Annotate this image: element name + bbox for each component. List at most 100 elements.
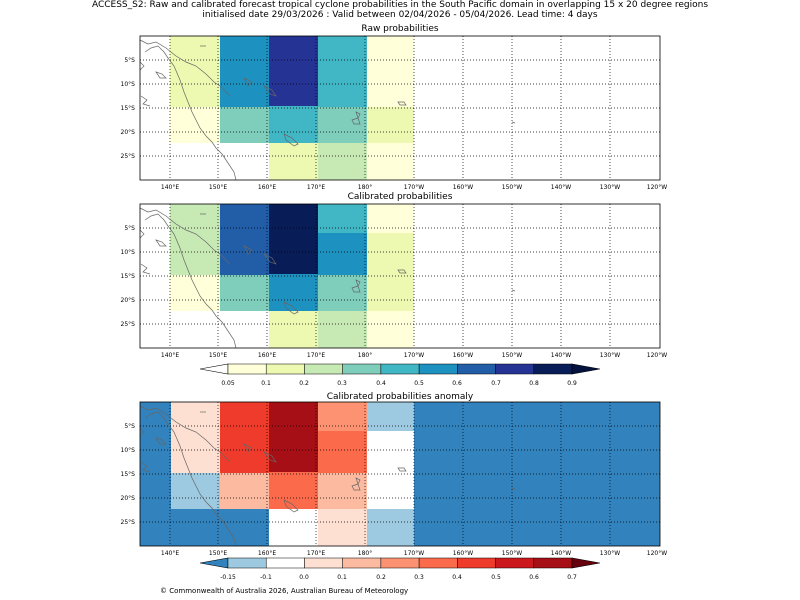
anomaly-panel-title: Calibrated probabilities anomaly (326, 392, 474, 402)
x-tick-label: 170°W (404, 550, 424, 557)
y-tick-label: 15°S (121, 273, 136, 280)
anomaly-cell (171, 402, 220, 473)
main-title: ACCESS_S2: Raw and calibrated forecast t… (91, 0, 709, 10)
raw-y-axis: 5°S 10°S 15°S 20°S 25°S (121, 57, 136, 160)
raw-cell (367, 107, 414, 143)
x-tick-label: 130°W (600, 550, 620, 557)
x-tick-label: 150°W (502, 184, 522, 191)
anomaly-cell (171, 473, 220, 509)
anomaly-cell (367, 509, 414, 546)
calibrated-panel-title: Calibrated probabilities (347, 192, 453, 202)
colorbar-swatch (457, 363, 496, 375)
anomaly-map: 140°E 150°E 160°E 170°E 180° 170°W 160°W… (121, 401, 667, 557)
colorbar-swatch (342, 363, 382, 375)
colorbar-label: 0.3 (337, 380, 347, 387)
y-tick-label: 20°S (121, 297, 136, 304)
x-tick-label: 150°E (209, 550, 227, 557)
x-tick-label: 160°W (453, 184, 473, 191)
anomaly-cell (367, 431, 414, 473)
calibrated-cell (220, 204, 269, 275)
copyright-footer: © Commonwealth of Australia 2026, Austra… (160, 587, 409, 595)
y-tick-label: 25°S (121, 321, 136, 328)
raw-coastlines (139, 39, 516, 181)
anomaly-cell (318, 473, 367, 509)
colorbar-label: 0.2 (376, 574, 386, 581)
x-tick-label: 160°W (453, 550, 473, 557)
colorbar-label: 0.7 (567, 574, 577, 581)
colorbar-label: 0.5 (414, 380, 424, 387)
calibrated-coastlines (139, 207, 516, 349)
y-tick-label: 15°S (121, 471, 136, 478)
x-tick-label: 140°E (161, 184, 179, 191)
colorbar-label: 0.6 (452, 380, 462, 387)
colorbar-swatch (533, 363, 573, 375)
calibrated-cell (367, 311, 414, 348)
raw-cell (318, 107, 367, 143)
colorbar-label: -0.15 (220, 574, 236, 581)
x-tick-label: 170°W (404, 184, 424, 191)
y-tick-label: 15°S (121, 105, 136, 112)
y-tick-label: 10°S (121, 447, 136, 454)
colorbar-over-extension (571, 363, 601, 375)
raw-cell (269, 36, 318, 106)
raw-x-axis: 140°E 150°E 160°E 170°E 180° 170°W 160°W… (161, 184, 667, 191)
calibrated-cell (170, 275, 220, 311)
probability-colorbar-labels: 0.05 0.1 0.2 0.3 0.4 0.5 0.6 0.7 0.8 0.9 (221, 380, 577, 387)
anomaly-cell (269, 509, 318, 546)
colorbar-label: 0.6 (529, 574, 539, 581)
raw-cell (269, 106, 318, 143)
colorbar-swatch (418, 557, 458, 569)
colorbar-swatch (227, 557, 267, 569)
y-tick-label: 5°S (124, 225, 135, 232)
anomaly-cell (318, 431, 367, 473)
colorbar-label: -0.1 (260, 574, 272, 581)
colorbar-under-extension (199, 557, 229, 569)
probability-colorbar-swatches (199, 363, 601, 375)
colorbar-label: 0.0 (299, 574, 309, 581)
raw-cell (367, 36, 414, 107)
calibrated-cell (269, 204, 318, 274)
anomaly-cell (318, 509, 367, 546)
x-tick-label: 140°E (161, 352, 179, 359)
anomaly-cell (367, 473, 414, 509)
x-tick-label: 160°E (258, 184, 276, 191)
calibrated-grid-cells (170, 204, 414, 348)
x-tick-label: 140°E (161, 550, 179, 557)
raw-cell (170, 36, 220, 107)
anomaly-graticule (140, 402, 660, 546)
raw-cell (220, 36, 269, 107)
x-tick-label: 160°E (258, 352, 276, 359)
raw-map-frame (139, 35, 661, 181)
x-tick-label: 130°W (600, 184, 620, 191)
calibrated-map: 140°E 150°E 160°E 170°E 180° 170°W 160°W… (121, 203, 667, 359)
x-tick-label: 120°W (647, 352, 667, 359)
probability-colorbar: 0.05 0.1 0.2 0.3 0.4 0.5 0.6 0.7 0.8 0.9 (199, 363, 601, 387)
calibrated-cell (367, 233, 414, 275)
colorbar-under-extension (199, 363, 229, 375)
x-tick-label: 170°E (307, 184, 325, 191)
colorbar-swatch (265, 363, 305, 375)
colorbar-swatch (418, 363, 458, 375)
anomaly-map-frame (139, 401, 661, 547)
y-tick-label: 20°S (121, 129, 136, 136)
calibrated-y-axis: 5°S 10°S 15°S 20°S 25°S (121, 225, 136, 328)
colorbar-label: 0.5 (491, 574, 501, 581)
calibrated-cell (318, 311, 367, 348)
colorbar-swatch (380, 363, 420, 375)
y-tick-label: 25°S (121, 153, 136, 160)
x-tick-label: 150°W (502, 550, 522, 557)
x-tick-label: 130°W (600, 352, 620, 359)
calibrated-map-frame (139, 203, 661, 349)
raw-panel-title: Raw probabilities (361, 24, 439, 34)
calibrated-cell (318, 275, 367, 311)
anomaly-cell (220, 473, 269, 509)
x-tick-label: 150°E (209, 184, 227, 191)
x-tick-label: 150°E (209, 352, 227, 359)
raw-cell (220, 107, 269, 143)
raw-grid-cells (170, 36, 414, 180)
anomaly-grid-cells (171, 402, 414, 546)
anomaly-x-axis: 140°E 150°E 160°E 170°E 180° 170°W 160°W… (161, 550, 667, 557)
x-tick-label: 150°W (502, 352, 522, 359)
x-tick-label: 140°W (551, 550, 571, 557)
